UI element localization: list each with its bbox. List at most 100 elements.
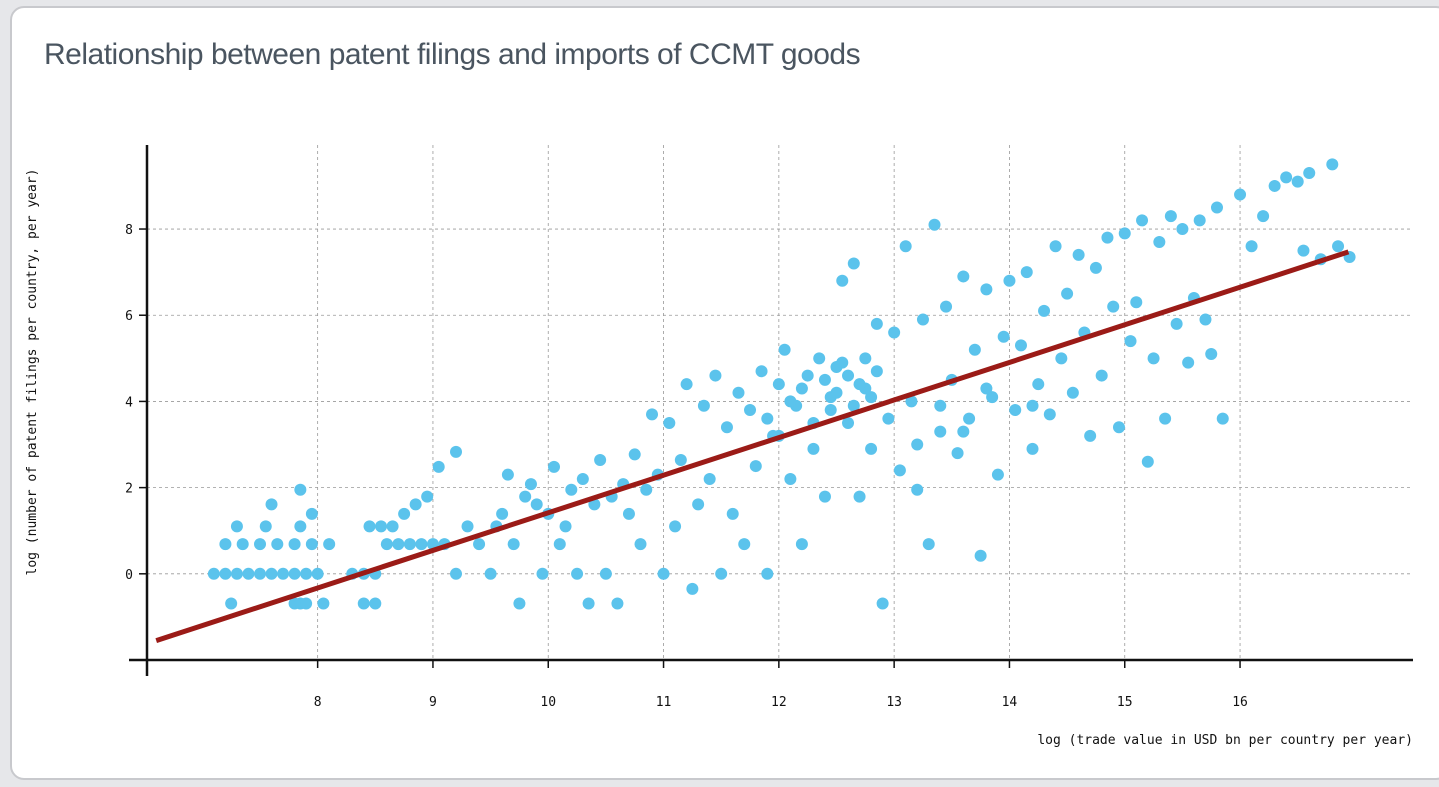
card — [10, 6, 1439, 780]
scatter-point — [1043, 408, 1056, 421]
scatter-point — [703, 472, 716, 485]
scatter-point — [795, 382, 808, 395]
scatter-point — [219, 567, 232, 580]
scatter-point — [1107, 300, 1120, 313]
scatter-point — [1182, 356, 1195, 369]
y-tick-label: 6 — [125, 309, 133, 324]
scatter-point — [692, 498, 705, 511]
scatter-point — [300, 567, 313, 580]
scatter-point — [842, 416, 855, 429]
scatter-point — [922, 538, 935, 551]
scatter-point — [259, 520, 272, 533]
scatter-point — [1234, 188, 1247, 201]
scatter-point — [1210, 201, 1223, 214]
scatter-point — [513, 597, 526, 610]
scatter-point — [824, 404, 837, 417]
trend-line — [155, 249, 1350, 643]
y-axis-label: log (number of patent filings per countr… — [25, 169, 40, 576]
x-tick-label: 10 — [540, 695, 556, 710]
scatter-point — [386, 520, 399, 533]
scatter-point — [1003, 274, 1016, 287]
scatter-point — [640, 483, 653, 496]
scatter-point — [657, 567, 670, 580]
scatter-point — [882, 412, 895, 425]
scatter-point — [230, 520, 243, 533]
scatter-point — [669, 520, 682, 533]
chart-title: Relationship between patent filings and … — [44, 38, 861, 71]
scatter-point — [501, 468, 514, 481]
scatter-point — [674, 454, 687, 467]
scatter-point — [253, 567, 266, 580]
scatter-point — [830, 386, 843, 399]
scatter-point — [1147, 352, 1160, 365]
x-tick-label: 16 — [1232, 695, 1248, 710]
scatter-point — [265, 567, 278, 580]
x-tick-label: 9 — [429, 695, 437, 710]
scatter-point — [369, 597, 382, 610]
scatter-point — [1072, 248, 1085, 261]
scatter-point — [1101, 231, 1114, 244]
scatter-point — [1026, 399, 1039, 412]
scatter-point — [720, 421, 733, 434]
scatter-point — [403, 538, 416, 551]
scatter-point — [680, 378, 693, 391]
scatter-point — [876, 597, 889, 610]
scatter-point — [1193, 214, 1206, 227]
scatter-point — [836, 274, 849, 287]
scatter-point — [519, 490, 532, 503]
scatter-point — [236, 538, 249, 551]
scatter-point — [548, 460, 561, 473]
scatter-point — [968, 343, 981, 356]
scatter-point — [847, 399, 860, 412]
scatter-point — [432, 460, 445, 473]
scatter-point — [888, 326, 901, 339]
scatter-point — [288, 567, 301, 580]
scatter-point — [916, 313, 929, 326]
scatter-point — [1130, 296, 1143, 309]
scatter-point — [496, 507, 509, 520]
scatter-point — [582, 597, 595, 610]
scatter-point — [1199, 313, 1212, 326]
scatter-point — [1095, 369, 1108, 382]
scatter-point — [1066, 386, 1079, 399]
scatter-point — [473, 538, 486, 551]
scatter-point — [934, 425, 947, 438]
scatter-point — [1291, 175, 1304, 188]
scatter-point — [611, 597, 624, 610]
scatter-point — [1268, 179, 1281, 192]
scatter-point — [853, 490, 866, 503]
scatter-point — [271, 538, 284, 551]
scatter-point — [853, 378, 866, 391]
scatter-point — [974, 549, 987, 562]
y-tick-label: 2 — [125, 482, 133, 497]
scatter-point — [859, 352, 872, 365]
scatter-point — [957, 425, 970, 438]
scatter-point — [305, 507, 318, 520]
scatter-point — [1049, 240, 1062, 253]
scatter-point — [1061, 287, 1074, 300]
scatter-point — [1009, 404, 1022, 417]
scatter-point — [1032, 378, 1045, 391]
scatter-point — [409, 498, 422, 511]
scatter-point — [484, 567, 497, 580]
scatter-point — [893, 464, 906, 477]
scatter-point — [738, 538, 751, 551]
scatter-point — [1026, 442, 1039, 455]
scatter-point — [928, 218, 941, 231]
scatter-point — [818, 490, 831, 503]
scatter-point — [807, 442, 820, 455]
scatter-point — [1089, 261, 1102, 274]
x-tick-label: 13 — [886, 695, 902, 710]
scatter-point — [865, 442, 878, 455]
scatter-point — [311, 567, 324, 580]
scatter-point — [980, 382, 993, 395]
x-tick-label: 15 — [1117, 695, 1133, 710]
scatter-point — [300, 597, 313, 610]
scatter-point — [1326, 158, 1339, 171]
scatter-point — [986, 391, 999, 404]
scatter-point — [530, 498, 543, 511]
scatter-point — [288, 538, 301, 551]
scatter-point — [1136, 214, 1149, 227]
scatter-point — [715, 567, 728, 580]
scatter-point — [865, 391, 878, 404]
